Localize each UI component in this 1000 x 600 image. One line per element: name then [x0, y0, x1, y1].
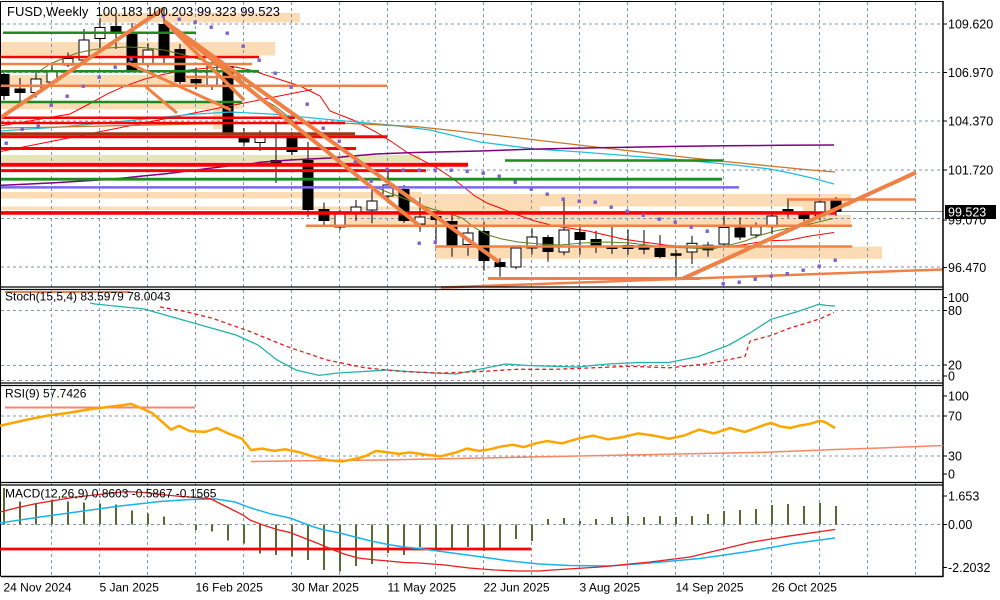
- svg-text:109.620: 109.620: [948, 18, 993, 32]
- svg-text:106.970: 106.970: [948, 66, 993, 80]
- svg-text:99.523: 99.523: [948, 206, 986, 220]
- svg-text:26 Oct 2025: 26 Oct 2025: [772, 581, 838, 595]
- svg-text:0: 0: [948, 370, 955, 384]
- svg-text:Stoch(15,5,4) 83.5979 78.0043: Stoch(15,5,4) 83.5979 78.0043: [5, 290, 171, 304]
- svg-text:11 May 2025: 11 May 2025: [388, 581, 457, 595]
- svg-text:RSI(9) 57.7426: RSI(9) 57.7426: [5, 387, 87, 401]
- svg-text:30: 30: [948, 450, 962, 464]
- svg-text:96.470: 96.470: [948, 261, 986, 275]
- svg-text:5 Jan 2025: 5 Jan 2025: [100, 581, 160, 595]
- svg-text:80: 80: [948, 304, 962, 318]
- svg-text:16 Feb 2025: 16 Feb 2025: [196, 581, 264, 595]
- svg-text:3 Aug 2025: 3 Aug 2025: [580, 581, 641, 595]
- svg-text:104.370: 104.370: [948, 115, 993, 129]
- svg-text:30 Mar 2025: 30 Mar 2025: [292, 581, 360, 595]
- svg-text:14 Sep 2025: 14 Sep 2025: [676, 581, 744, 595]
- svg-text:FUSD,Weekly 100.183 100.203 9: FUSD,Weekly 100.183 100.203 99.323 99.52…: [7, 4, 280, 19]
- svg-text:-2.2032: -2.2032: [948, 561, 990, 575]
- svg-text:101.720: 101.720: [948, 164, 993, 178]
- svg-text:22 Jun 2025: 22 Jun 2025: [484, 581, 550, 595]
- svg-text:70: 70: [948, 410, 962, 424]
- svg-text:0: 0: [948, 468, 955, 482]
- svg-text:1.653: 1.653: [948, 490, 979, 504]
- svg-text:0.00: 0.00: [948, 518, 972, 532]
- svg-text:100: 100: [948, 390, 969, 404]
- svg-text:100: 100: [948, 291, 969, 305]
- svg-text:MACD(12,26,9) 0.8603 -0.5867 -: MACD(12,26,9) 0.8603 -0.5867 -0.1565: [5, 487, 217, 501]
- svg-text:20: 20: [948, 359, 962, 373]
- svg-text:24 Nov 2024: 24 Nov 2024: [4, 581, 72, 595]
